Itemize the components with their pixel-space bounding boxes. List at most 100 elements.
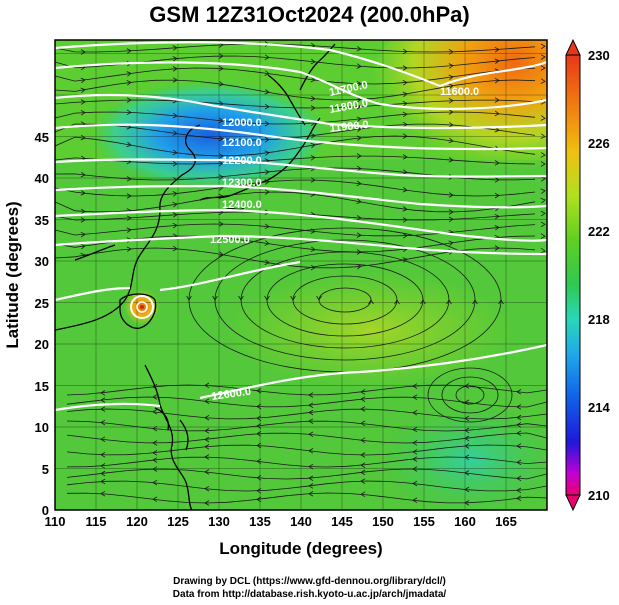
streamline-arrow: [172, 66, 178, 72]
streamline-arrow: [172, 191, 178, 197]
streamline-arrow: [310, 264, 316, 271]
streamline-arrow: [360, 469, 366, 476]
streamline: [55, 111, 536, 125]
streamline-arrow: [204, 485, 210, 492]
streamline-arrow: [310, 142, 316, 149]
streamline-arrow: [218, 174, 224, 180]
y-tick-label: 35: [35, 213, 49, 228]
streamline-arrow: [152, 457, 158, 463]
streamline-arrow: [218, 53, 224, 59]
streamline-arrow: [218, 81, 224, 87]
contour-label: 12100.0: [222, 137, 262, 149]
streamline-arrow: [516, 443, 522, 449]
streamline: [55, 67, 536, 85]
streamline-arrow: [256, 442, 262, 449]
streamline-arrow: [100, 436, 106, 442]
streamline-arrow: [356, 232, 362, 238]
streamline-arrow: [412, 410, 418, 416]
streamline: [66, 432, 547, 444]
streamline-loop: [427, 367, 513, 423]
streamline-arrow: [264, 169, 270, 175]
streamline-arrow: [152, 394, 158, 400]
y-axis-label: Latitude (degrees): [3, 201, 22, 348]
streamline-arrow: [494, 58, 500, 65]
streamline-arrow: [264, 150, 270, 156]
streamline-arrow: [256, 431, 262, 437]
streamline-arrow: [80, 77, 86, 84]
streamline-arrow: [310, 246, 316, 253]
streamline-arrow: [264, 179, 270, 185]
streamline-arrow: [540, 133, 546, 139]
contour-line: [199, 343, 547, 400]
streamline-arrow: [310, 133, 316, 139]
streamline-arrow: [356, 153, 362, 159]
contour-label: 12600.0: [211, 386, 252, 403]
streamline-arrow: [100, 463, 106, 469]
streamline-arrow: [204, 469, 210, 475]
streamline-arrow: [494, 177, 500, 183]
streamline-arrow: [464, 454, 470, 461]
streamline-arrow: [264, 295, 270, 301]
contour-label: 11600.0: [440, 86, 479, 98]
streamline-arrow: [80, 171, 86, 178]
streamline-arrow: [100, 397, 106, 403]
streamline-arrow: [360, 478, 366, 484]
streamline-arrow: [264, 259, 270, 265]
streamline-arrow: [540, 152, 546, 158]
streamline-arrow: [356, 96, 362, 103]
streamline-arrow: [204, 414, 210, 421]
streamline-arrow: [100, 451, 106, 458]
streamline-arrow: [264, 240, 270, 246]
streamline-arrow: [80, 87, 86, 93]
streamline-arrow: [80, 99, 86, 105]
streamline-arrow: [412, 440, 418, 446]
contour-line: [55, 208, 547, 242]
streamline-arrow: [256, 423, 262, 429]
streamline-arrow: [218, 135, 224, 142]
streamline-arrow: [310, 76, 316, 83]
streamline-arrow: [448, 49, 454, 55]
streamline-arrow: [402, 217, 408, 223]
streamline-arrow: [264, 54, 270, 60]
streamline-arrow: [516, 430, 522, 437]
streamline: [66, 480, 547, 492]
streamline-arrow: [204, 382, 210, 389]
streamline-arrow: [264, 70, 270, 76]
streamline-arrow: [356, 180, 362, 187]
streamline-arrow: [356, 165, 362, 172]
y-axis-ticks: 0 5 10 15 20 25 30 35 40 45: [35, 130, 49, 518]
streamline-arrow: [356, 215, 362, 221]
streamline-arrow: [448, 157, 454, 163]
streamline-arrow: [218, 100, 224, 107]
streamline-arrow: [308, 490, 314, 497]
streamline-arrow: [402, 154, 408, 160]
streamline-arrow: [356, 103, 362, 110]
streamline-arrow: [152, 496, 158, 503]
streamline: [66, 456, 547, 468]
streamline-arrow: [448, 109, 454, 115]
streamline-arrow: [464, 383, 470, 389]
contour-line: [439, 60, 547, 88]
streamline-arrow: [448, 63, 454, 69]
streamline-arrow: [264, 189, 270, 195]
streamline-arrow: [152, 440, 158, 446]
streamline-arrow: [126, 227, 132, 233]
streamline-arrow: [464, 486, 470, 493]
streamline-arrow: [356, 126, 362, 133]
streamline-arrow: [448, 137, 454, 144]
streamline: [66, 444, 547, 456]
streamline-arrow: [402, 186, 408, 193]
streamline-arrow: [412, 383, 418, 389]
streamline-arrow: [464, 443, 470, 449]
streamline-arrow: [494, 110, 500, 117]
contour-line: [55, 184, 547, 209]
streamline-arrow: [540, 221, 546, 228]
streamline-arrow: [126, 246, 132, 252]
streamline-arrow: [256, 387, 262, 394]
streamline-arrow: [540, 210, 546, 217]
streamline-arrow: [256, 488, 262, 494]
colorbar-tick-label: 226: [588, 136, 610, 151]
streamline-arrow: [100, 390, 106, 396]
streamline-arrow: [412, 456, 418, 462]
streamline-arrow: [412, 497, 418, 504]
